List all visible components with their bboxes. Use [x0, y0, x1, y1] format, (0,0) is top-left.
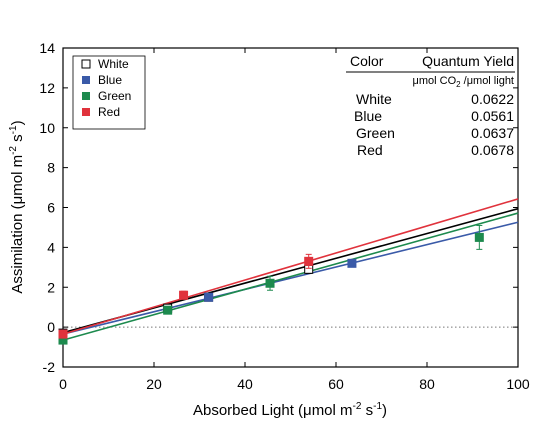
y-tick-label: 2 — [47, 279, 55, 295]
y-tick-label: 8 — [47, 160, 55, 176]
fit-line-red — [62, 198, 519, 335]
x-tick-label: 100 — [506, 376, 530, 392]
legend: White Blue Green Red — [72, 55, 146, 130]
x-tick-label: 0 — [59, 376, 67, 392]
table-row-value: 0.0561 — [471, 108, 514, 124]
data-point-green — [163, 305, 173, 315]
table-row-value: 0.0678 — [471, 142, 514, 158]
data-point-green — [474, 232, 484, 242]
fit-line-green — [62, 212, 519, 341]
y-tick-label: 6 — [47, 200, 55, 216]
table-row-color: Blue — [354, 108, 382, 124]
table-header-color: Color — [350, 53, 384, 69]
table-header-yield: Quantum Yield — [422, 53, 514, 69]
table-row-value: 0.0637 — [471, 125, 514, 141]
x-axis-label: Absorbed Light (μmol m-2 s-1) — [193, 401, 387, 419]
legend-marker-blue — [82, 76, 90, 84]
table-row-color: White — [356, 91, 392, 107]
table-row-value: 0.0622 — [471, 91, 514, 107]
data-point-red — [58, 329, 68, 339]
y-axis-label: Assimilation (μmol m-2 s-1) — [8, 120, 26, 293]
legend-label-blue: Blue — [98, 73, 122, 87]
y-tick-label: 14 — [39, 40, 55, 56]
data-point-blue — [347, 258, 357, 268]
quantum-yield-table: Color Quantum Yield μmol CO2 /μmol light… — [346, 53, 515, 158]
legend-marker-white — [81, 59, 91, 69]
data-point-green — [265, 278, 275, 288]
x-tick-label: 80 — [419, 376, 435, 392]
table-unit: μmol CO2 /μmol light — [413, 75, 515, 89]
table-row-color: Red — [357, 142, 383, 158]
table-row-color: Green — [356, 125, 395, 141]
legend-marker-green — [82, 92, 90, 100]
legend-label-white: White — [98, 57, 129, 71]
x-tick-label: 20 — [146, 376, 162, 392]
y-tick-label: 10 — [39, 120, 55, 136]
x-tick-label: 60 — [328, 376, 344, 392]
legend-label-green: Green — [98, 89, 131, 103]
y-tick-label: 12 — [39, 80, 55, 96]
data-point-red — [179, 290, 189, 300]
y-tick-label: -2 — [43, 359, 56, 375]
legend-marker-red — [82, 108, 90, 116]
data-point-red — [304, 256, 314, 266]
y-tick-label: 4 — [47, 239, 55, 255]
x-tick-label: 40 — [237, 376, 253, 392]
data-point-blue — [204, 292, 214, 302]
y-tick-label: 0 — [47, 319, 55, 335]
legend-label-red: Red — [98, 105, 120, 119]
fit-line-blue — [62, 221, 519, 335]
